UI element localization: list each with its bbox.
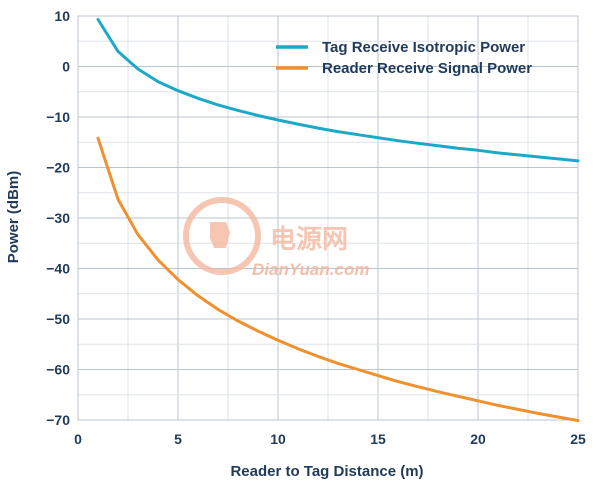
y-tick-label: −70: [46, 412, 70, 428]
series-layer: [96, 18, 580, 422]
series-line-1: [96, 18, 580, 163]
x-axis-label: Reader to Tag Distance (m): [230, 463, 423, 480]
y-tick-label: −50: [46, 311, 70, 327]
watermark-plug-icon: [210, 222, 230, 248]
y-tick-label: −30: [46, 210, 70, 226]
y-tick-label: 0: [62, 59, 70, 75]
series-line-2: [96, 136, 580, 422]
x-tick-label: 10: [270, 431, 286, 447]
watermark-en-text: DianYuan.com: [252, 260, 369, 279]
legend-label-2: Reader Receive Signal Power: [322, 60, 532, 77]
x-tick-label: 5: [174, 431, 182, 447]
watermark-cn-text: 电源网: [270, 225, 348, 255]
legend: Tag Receive Isotropic Power Reader Receiv…: [276, 39, 532, 77]
y-tick-label: 10: [54, 8, 70, 24]
tick-labels: 0 5 10 15 20 25 10 0 −10 −20 −30 −40 −50 −60 −70: [46, 8, 586, 447]
watermark-logo-icon: [183, 197, 261, 275]
x-tick-label: 15: [370, 431, 386, 447]
watermark: 电源网 DianYuan.com: [183, 197, 369, 279]
x-tick-label: 20: [470, 431, 486, 447]
plot-frame: [77, 15, 579, 421]
axes: [77, 15, 579, 421]
x-tick-label: 0: [74, 431, 82, 447]
legend-label-1: Tag Receive Isotropic Power: [322, 39, 525, 56]
y-tick-label: −20: [46, 160, 70, 176]
y-axis-label: Power (dBm): [5, 171, 22, 264]
y-tick-label: −10: [46, 109, 70, 125]
y-tick-label: −40: [46, 261, 70, 277]
x-tick-label: 25: [570, 431, 586, 447]
y-tick-label: −60: [46, 362, 70, 378]
